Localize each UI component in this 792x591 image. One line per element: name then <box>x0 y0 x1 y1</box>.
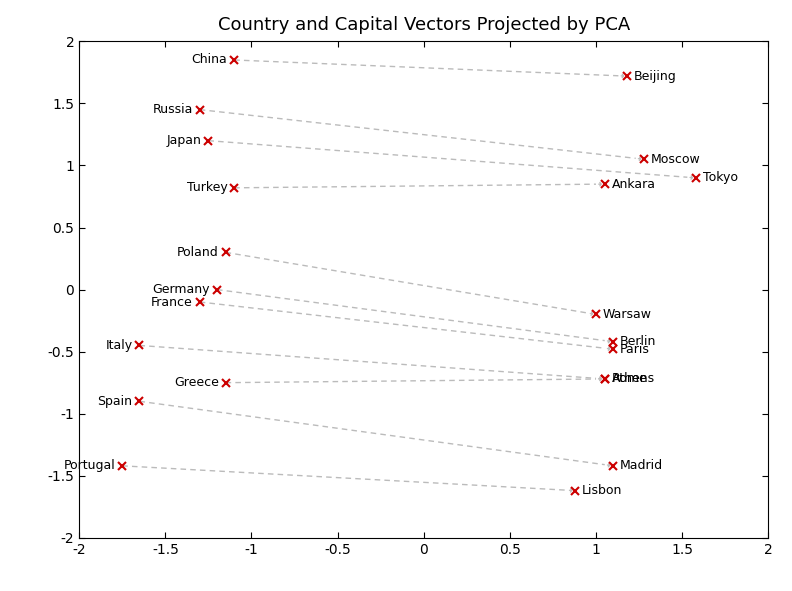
Text: France: France <box>151 296 193 309</box>
Text: Russia: Russia <box>153 103 193 116</box>
Text: China: China <box>192 54 227 66</box>
Text: Japan: Japan <box>166 134 201 147</box>
Text: Rome: Rome <box>611 372 647 385</box>
Text: Spain: Spain <box>97 395 132 408</box>
Text: Ankara: Ankara <box>611 178 656 190</box>
Text: Paris: Paris <box>620 343 650 356</box>
Text: Tokyo: Tokyo <box>703 171 738 184</box>
Text: Italy: Italy <box>105 339 132 352</box>
Text: Turkey: Turkey <box>187 181 227 194</box>
Text: Warsaw: Warsaw <box>603 308 652 321</box>
Text: Moscow: Moscow <box>651 153 701 165</box>
Text: Portugal: Portugal <box>63 459 116 472</box>
Text: Athens: Athens <box>611 372 655 385</box>
Text: Berlin: Berlin <box>620 335 657 348</box>
Text: Lisbon: Lisbon <box>582 484 623 497</box>
Text: Madrid: Madrid <box>620 459 663 472</box>
Text: Poland: Poland <box>177 246 219 259</box>
Text: Germany: Germany <box>153 283 210 296</box>
Text: Greece: Greece <box>174 376 219 389</box>
Text: Beijing: Beijing <box>634 70 676 83</box>
Title: Country and Capital Vectors Projected by PCA: Country and Capital Vectors Projected by… <box>218 17 630 34</box>
